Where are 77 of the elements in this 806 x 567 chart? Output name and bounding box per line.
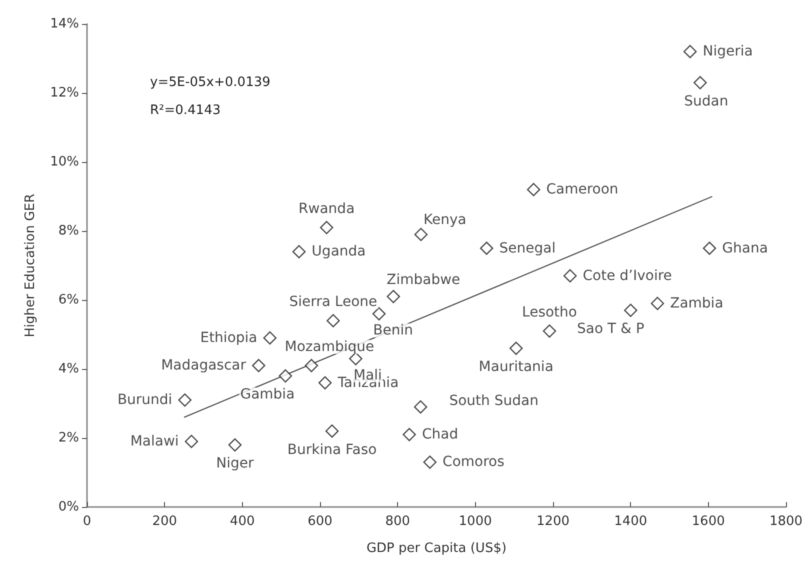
data-label: Zambia xyxy=(670,295,724,312)
data-label: Malawi xyxy=(130,433,179,450)
annotation: R²=0.4143 xyxy=(150,103,221,118)
x-tick-label: 1400 xyxy=(614,514,648,529)
data-label: Burundi xyxy=(117,392,172,408)
data-label: Cameroon xyxy=(546,182,618,198)
data-label: Comoros xyxy=(442,454,504,470)
data-label: Burkina Faso xyxy=(287,442,377,458)
data-label: Chad xyxy=(422,426,458,443)
data-label: Sudan xyxy=(684,93,728,110)
y-tick-label: 2% xyxy=(58,430,79,446)
data-label: Benin xyxy=(373,322,413,338)
data-label: Mauritania xyxy=(478,358,554,375)
point xyxy=(683,44,697,58)
y-tick-label: 10% xyxy=(50,154,79,170)
data-label: Ethiopia xyxy=(200,330,258,346)
point xyxy=(228,438,242,452)
data-label: Rwanda xyxy=(298,200,355,217)
point xyxy=(423,456,437,469)
x-tick-label: 600 xyxy=(308,514,332,529)
point xyxy=(318,376,332,390)
data-label: Lesotho xyxy=(522,304,577,320)
data-label: Sierra Leone xyxy=(289,294,378,310)
data-label: Senegal xyxy=(499,240,556,256)
data-label: Gambia xyxy=(240,386,295,403)
y-tick-label: 8% xyxy=(58,224,79,238)
x-tick-label: 1800 xyxy=(769,514,803,529)
x-tick-label: 0 xyxy=(82,514,92,529)
x-tick-label: 1600 xyxy=(692,514,725,529)
data-label: South Sudan xyxy=(449,392,538,409)
x-tick-label: 1200 xyxy=(536,514,570,529)
point xyxy=(372,307,386,320)
data-label: Ghana xyxy=(722,240,768,256)
point xyxy=(325,424,339,438)
point xyxy=(509,342,523,355)
point xyxy=(414,228,428,242)
x-tick-label: 400 xyxy=(230,514,255,529)
point xyxy=(386,290,400,304)
y-tick-label: 4% xyxy=(58,362,79,376)
x-tick-label: 200 xyxy=(152,514,178,529)
data-label: Nigeria xyxy=(702,44,753,60)
point xyxy=(694,76,707,90)
point xyxy=(402,428,416,442)
x-tick-label: 800 xyxy=(385,514,410,529)
point xyxy=(650,296,664,310)
point xyxy=(542,324,556,338)
point xyxy=(702,242,716,255)
y-tick-label: 6% xyxy=(58,292,79,308)
point xyxy=(326,314,340,328)
y-tick-label: 0% xyxy=(58,500,79,514)
y-axis-title: Higher Education GER xyxy=(23,194,38,338)
point xyxy=(184,434,198,448)
point xyxy=(304,358,318,372)
point xyxy=(252,358,266,372)
point xyxy=(563,269,577,282)
point xyxy=(320,220,334,234)
x-tick-label: 1000 xyxy=(458,514,492,529)
data-label: Uganda xyxy=(312,244,366,260)
data-label: Kenya xyxy=(424,212,466,228)
x-axis-title: GDP per Capita (US$) xyxy=(366,541,507,556)
point xyxy=(414,400,428,414)
point xyxy=(263,331,277,345)
point xyxy=(480,242,494,255)
data-label: Zimbabwe xyxy=(386,272,460,288)
point xyxy=(278,369,292,383)
annotation: y=5E-05x+0.0139 xyxy=(150,75,270,90)
point xyxy=(178,393,192,407)
data-label: Mozambique xyxy=(284,338,374,355)
data-label: Madagascar xyxy=(161,358,246,374)
data-label: Niger xyxy=(216,456,254,472)
y-tick-label: 12% xyxy=(50,86,79,100)
point xyxy=(624,304,638,317)
point xyxy=(292,245,306,258)
data-label: Cote d’Ivoire xyxy=(582,268,672,284)
point xyxy=(526,182,540,196)
data-label: Sao T & P xyxy=(577,321,644,337)
y-tick-label: 14% xyxy=(50,16,79,32)
